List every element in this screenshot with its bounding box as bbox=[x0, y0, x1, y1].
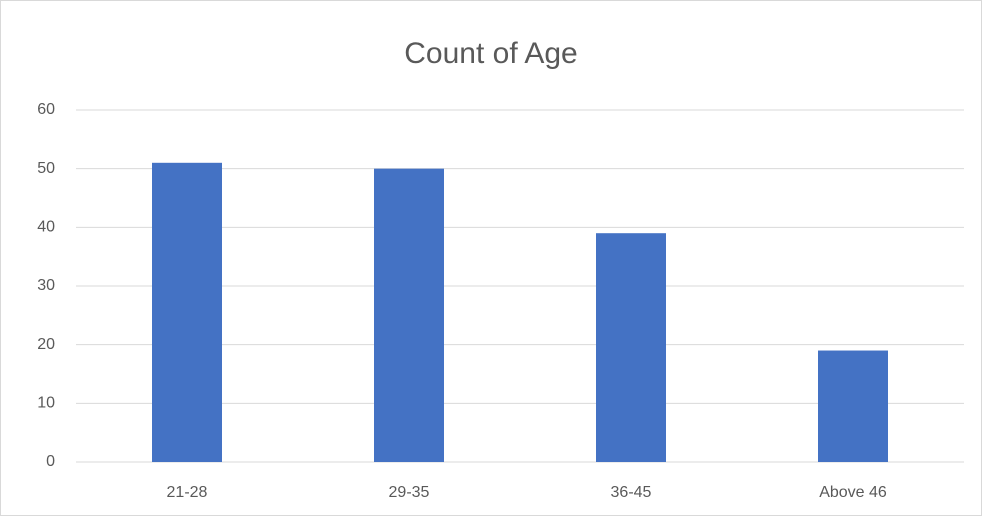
y-tick-label: 10 bbox=[37, 395, 55, 412]
y-tick-label: 50 bbox=[37, 160, 55, 177]
bar bbox=[374, 168, 444, 462]
y-tick-label: 20 bbox=[37, 336, 55, 353]
chart-title: Count of Age bbox=[404, 37, 577, 70]
y-tick-label: 30 bbox=[37, 277, 55, 294]
y-tick-label: 40 bbox=[37, 219, 55, 236]
bar bbox=[818, 350, 888, 462]
x-tick-label: 21-28 bbox=[167, 484, 208, 501]
x-tick-label: 29-35 bbox=[389, 484, 430, 501]
y-tick-label: 0 bbox=[46, 453, 55, 470]
bar bbox=[596, 233, 666, 462]
x-tick-label: 36-45 bbox=[611, 484, 652, 501]
y-tick-label: 60 bbox=[37, 101, 55, 118]
bar bbox=[152, 162, 222, 463]
x-tick-label: Above 46 bbox=[819, 484, 887, 501]
